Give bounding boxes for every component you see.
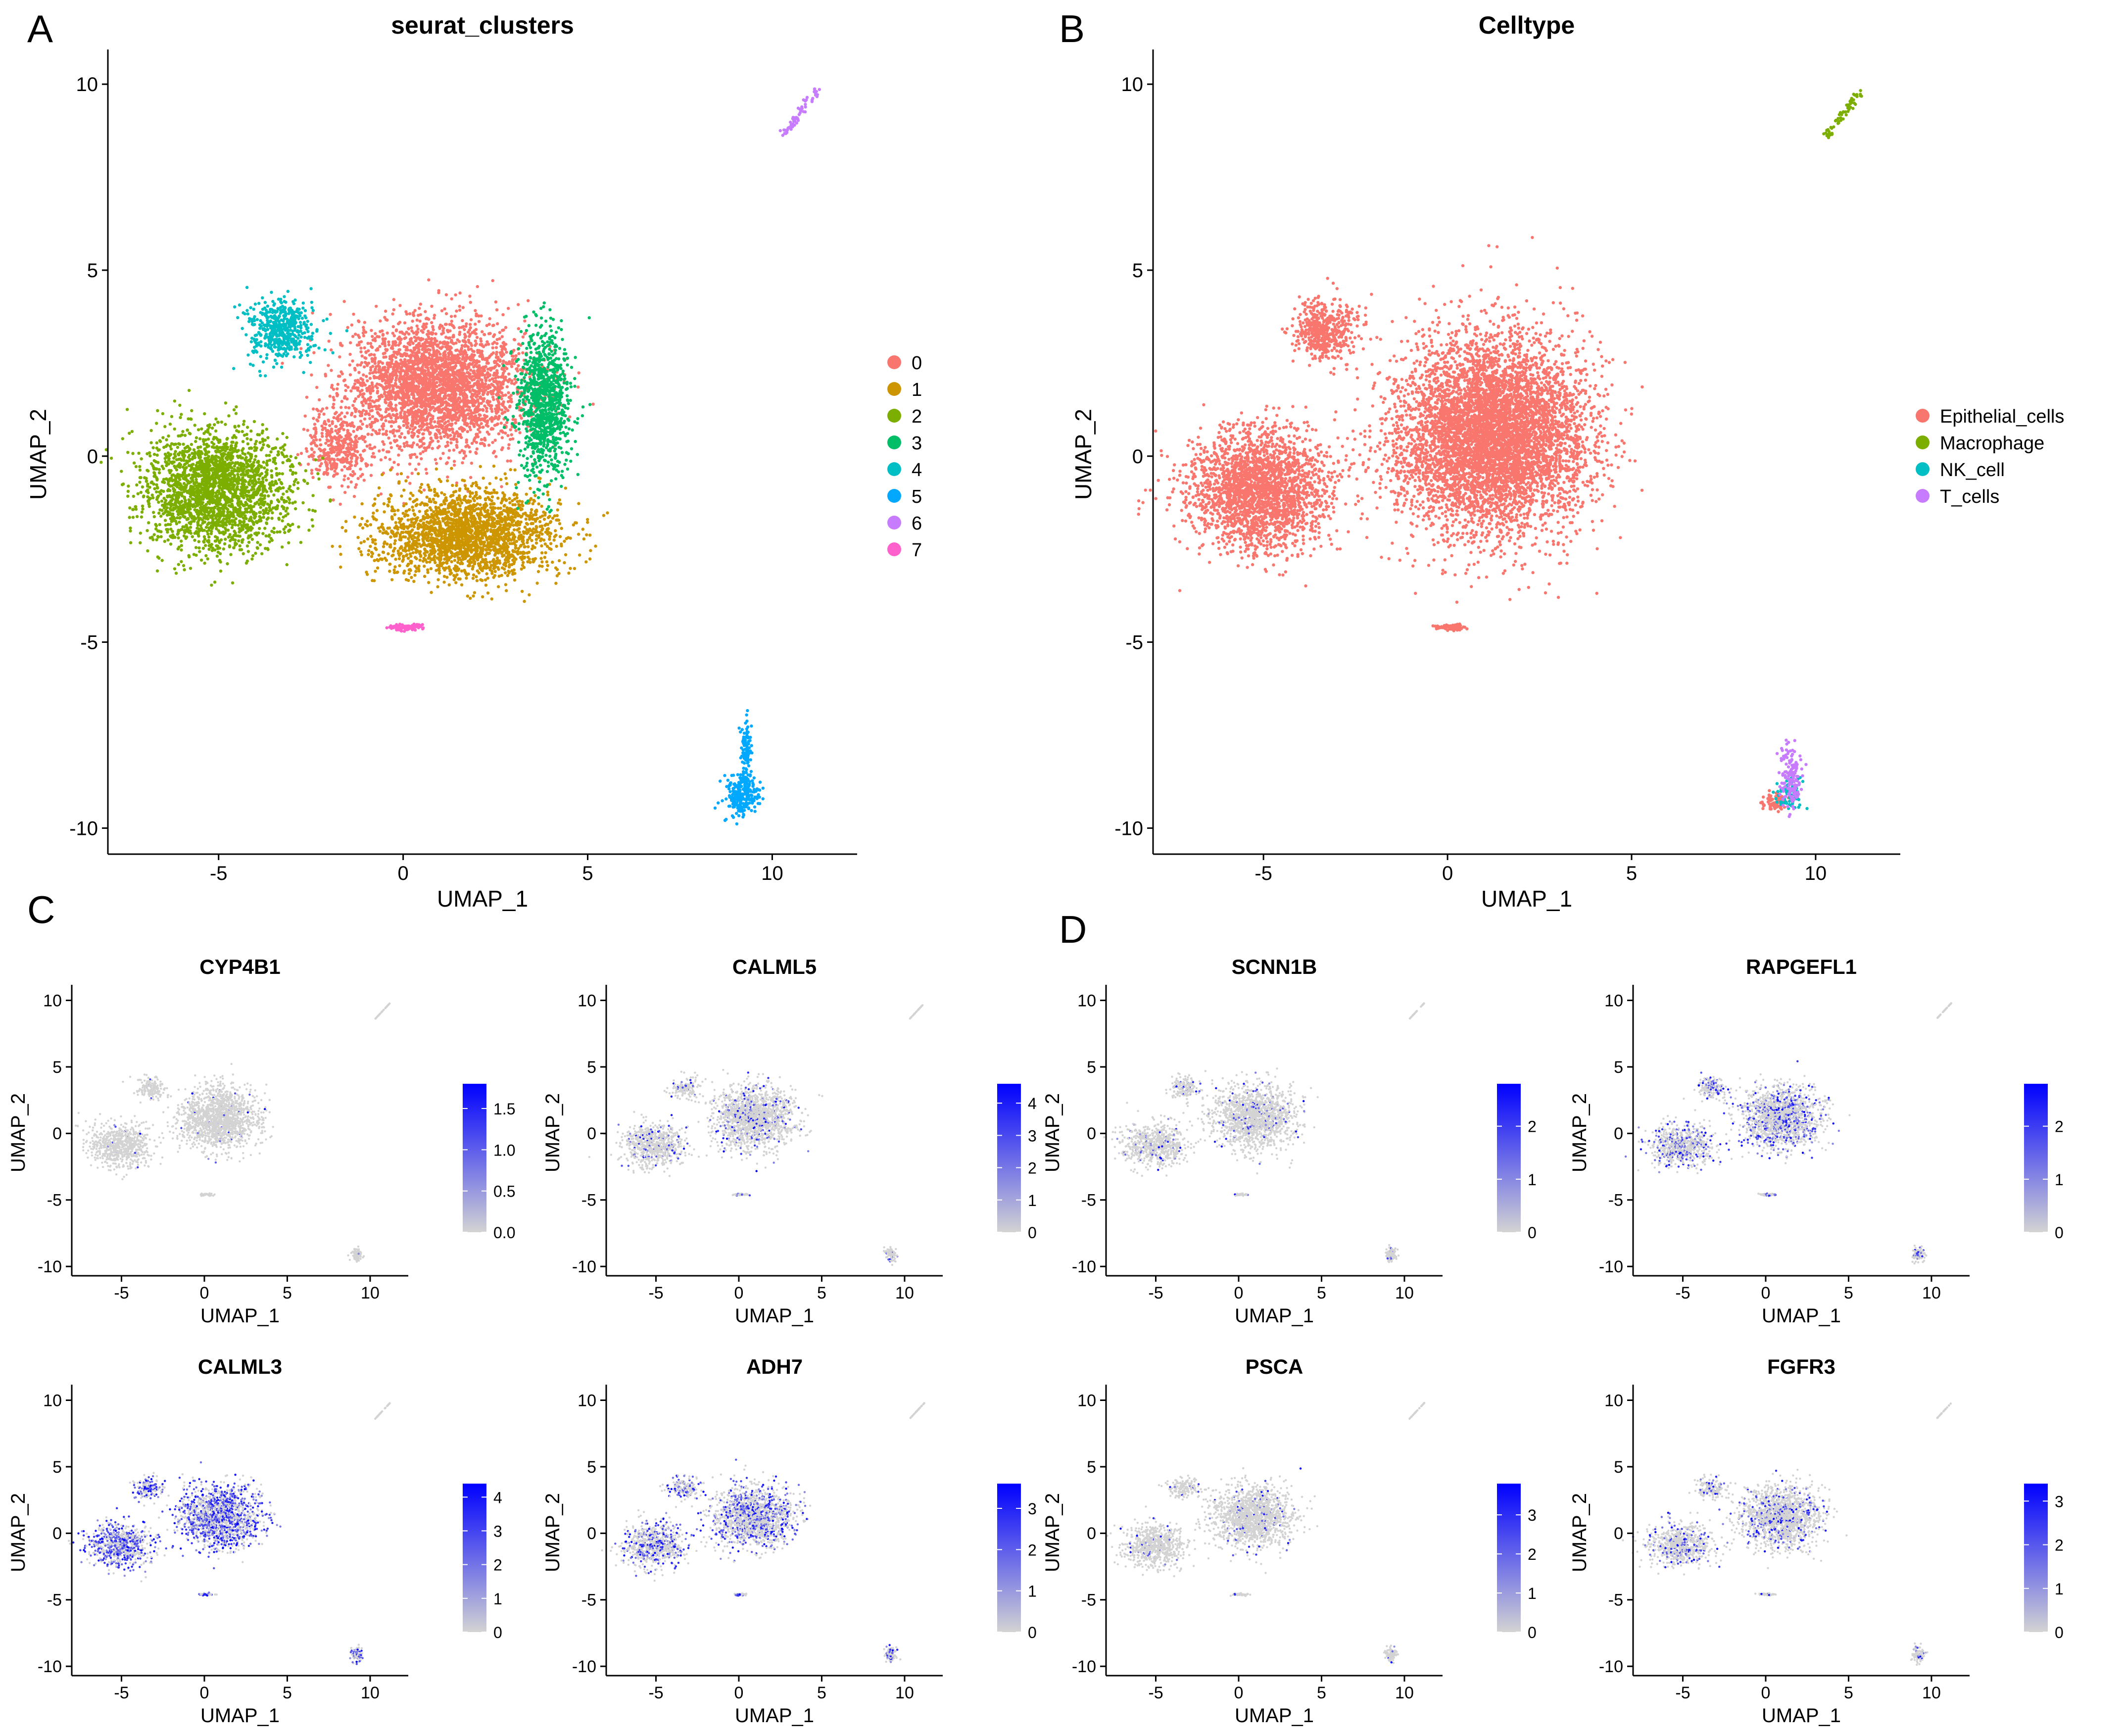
data-point — [426, 423, 429, 426]
data-point — [517, 327, 520, 330]
data-point — [408, 482, 411, 485]
data-point — [491, 346, 494, 349]
data-point — [281, 362, 284, 365]
data-point — [337, 383, 339, 386]
data-point — [382, 334, 385, 337]
data-point — [359, 350, 362, 353]
data-point — [374, 332, 377, 335]
data-point — [507, 443, 510, 446]
data-point — [384, 456, 387, 459]
data-point — [469, 428, 472, 431]
data-point — [423, 429, 426, 432]
data-point — [346, 326, 349, 329]
data-point — [435, 381, 438, 384]
data-point — [318, 413, 321, 416]
data-point — [458, 309, 461, 312]
data-point — [454, 422, 457, 425]
data-point — [517, 303, 520, 306]
data-point — [412, 332, 415, 335]
data-point — [505, 421, 508, 424]
data-point — [577, 386, 579, 388]
data-point — [349, 389, 352, 392]
data-point — [351, 359, 354, 362]
data-point — [487, 443, 490, 446]
data-point — [384, 310, 387, 313]
data-point — [378, 404, 381, 407]
data-point — [382, 428, 385, 431]
data-point — [399, 435, 402, 438]
data-point — [521, 351, 524, 354]
data-point — [330, 369, 333, 372]
chart-title: seurat_clusters — [391, 11, 574, 39]
data-point — [441, 452, 444, 455]
data-point — [411, 320, 414, 323]
data-point — [443, 412, 446, 415]
umap-panel-seurat_clusters: seurat_clusters-5 0 5 10-10-50510UMAP_1UMAP… — [25, 11, 922, 912]
data-point — [391, 312, 394, 315]
data-point — [351, 404, 354, 407]
data-point — [476, 336, 479, 339]
data-point — [394, 404, 397, 407]
data-point — [506, 385, 509, 388]
data-point — [458, 305, 461, 308]
data-point — [480, 438, 483, 441]
data-point — [481, 330, 483, 333]
umap-figure: A B C D seurat_clusters-5 0 5 10-10-50510UM… — [0, 0, 2123, 1736]
data-point — [408, 312, 411, 315]
data-point — [486, 391, 489, 394]
data-point — [397, 453, 400, 456]
panel-letter-d: D — [1059, 908, 1087, 951]
data-point — [495, 346, 498, 349]
data-point — [375, 305, 378, 308]
data-point — [515, 354, 518, 357]
data-point — [500, 485, 503, 488]
data-point — [422, 433, 425, 435]
data-point — [517, 352, 520, 355]
data-point — [500, 422, 503, 425]
data-point — [420, 457, 423, 460]
data-point — [354, 379, 357, 382]
data-point — [420, 329, 423, 332]
data-point — [430, 305, 433, 308]
data-point — [363, 346, 366, 349]
data-point — [494, 455, 497, 458]
data-point — [453, 464, 456, 467]
panel-letter-b: B — [1059, 7, 1085, 50]
data-point — [387, 436, 390, 439]
panel-letter-c: C — [27, 888, 55, 931]
data-point — [378, 429, 381, 432]
data-point — [403, 445, 406, 448]
data-point — [518, 431, 521, 434]
data-points — [99, 88, 821, 826]
data-point — [385, 318, 387, 321]
data-point — [434, 332, 437, 335]
data-point — [452, 448, 455, 451]
data-point — [368, 372, 371, 375]
panel-letter-a: A — [27, 7, 53, 50]
data-point — [362, 373, 365, 376]
data-point — [504, 376, 507, 379]
data-point — [348, 353, 351, 356]
data-point — [403, 321, 406, 324]
